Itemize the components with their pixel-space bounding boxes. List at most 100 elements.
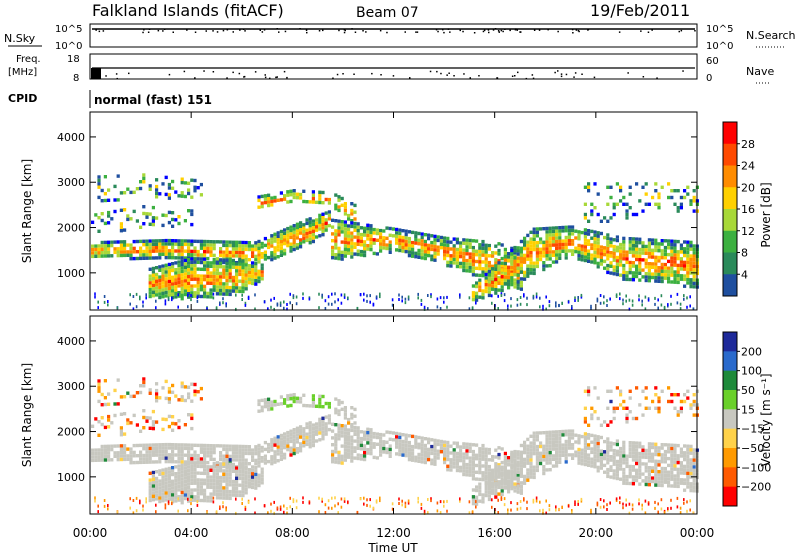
velocity-cell	[235, 451, 239, 455]
power-cell	[603, 249, 607, 253]
velocity-cell	[228, 479, 232, 484]
power-cell	[113, 240, 117, 244]
velocity-cell	[263, 447, 267, 452]
power-cell	[257, 246, 261, 250]
velocity-cell	[231, 490, 235, 494]
power-cell	[209, 240, 213, 244]
velocity-cell	[158, 469, 162, 473]
velocity-cell	[222, 505, 224, 509]
power-cell	[238, 265, 242, 270]
power-cell	[270, 199, 274, 204]
velocity-cell	[644, 386, 648, 390]
velocity-cell	[353, 432, 357, 436]
velocity-cell	[212, 468, 216, 473]
power-cell	[411, 240, 415, 245]
velocity-cell	[423, 511, 426, 515]
power-cell	[167, 269, 171, 273]
power-cell	[270, 257, 274, 262]
nave-point	[469, 77, 471, 79]
power-cell	[375, 252, 379, 256]
velocity-cell	[174, 492, 178, 496]
velocity-cell	[148, 485, 152, 489]
power-cell	[254, 241, 258, 245]
velocity-cell	[481, 477, 485, 482]
velocity-heatmap	[91, 377, 699, 515]
velocity-cell	[481, 500, 485, 504]
velocity-cell	[119, 457, 123, 462]
power-cell	[622, 274, 626, 278]
velocity-cell	[209, 499, 213, 503]
power-cell	[478, 266, 482, 271]
velocity-cell	[692, 455, 696, 459]
power-cell	[225, 285, 229, 290]
power-cell	[427, 307, 429, 311]
velocity-cell	[353, 449, 357, 453]
velocity-cell	[679, 464, 683, 468]
power-cell	[331, 225, 335, 229]
velocity-cell	[516, 477, 520, 481]
velocity-cell	[238, 490, 242, 494]
power-cell	[500, 294, 503, 297]
power-cell	[468, 259, 472, 263]
nsearch-point	[404, 31, 406, 33]
power-cell	[564, 252, 568, 257]
velocity-cell	[161, 417, 165, 421]
velocity-cell	[519, 506, 522, 510]
power-cell	[289, 189, 293, 193]
power-cell	[382, 246, 386, 250]
velocity-cell	[318, 496, 320, 500]
power-cell	[337, 208, 341, 213]
power-cell	[478, 263, 482, 267]
velocity-cell	[308, 501, 311, 505]
power-cell	[587, 259, 591, 263]
velocity-cell	[593, 386, 597, 390]
power-cell	[263, 194, 267, 198]
velocity-cell	[276, 448, 280, 453]
velocity-cell	[171, 421, 175, 426]
velocity-cell	[500, 479, 504, 483]
power-cell	[379, 295, 381, 299]
velocity-cell	[567, 439, 571, 443]
velocity-cell	[343, 448, 347, 452]
velocity-cell	[478, 447, 482, 451]
power-cell	[689, 247, 693, 251]
power-cell	[235, 282, 239, 287]
power-cell	[612, 202, 616, 206]
velocity-cell	[644, 465, 648, 470]
velocity-cell	[238, 466, 242, 470]
velocity-cell	[196, 481, 200, 485]
velocity-cell	[276, 438, 280, 442]
power-cell	[622, 195, 626, 200]
velocity-cell	[513, 485, 517, 490]
velocity-cell	[510, 483, 514, 487]
velocity-cell	[535, 458, 539, 462]
velocity-cell	[334, 460, 338, 464]
power-cell	[91, 254, 95, 259]
power-cell	[171, 249, 175, 253]
power-cell	[167, 255, 171, 260]
power-cell	[535, 264, 539, 269]
power-cell	[100, 254, 104, 258]
power-cell	[555, 301, 557, 305]
power-cell	[446, 243, 450, 247]
velocity-cell	[302, 440, 306, 445]
velocity-cell	[347, 452, 351, 456]
power-cell	[619, 256, 623, 260]
power-cell	[145, 212, 149, 216]
velocity-cell	[631, 482, 635, 486]
velocity-cell	[126, 421, 130, 426]
power-cell	[119, 240, 123, 244]
power-cell	[292, 244, 296, 248]
power-cell	[231, 262, 235, 266]
velocity-cell	[663, 470, 667, 474]
velocity-cell	[542, 511, 544, 515]
velocity-cell	[337, 430, 341, 434]
velocity-cell	[545, 458, 549, 462]
power-cell	[577, 298, 579, 302]
power-cell	[526, 243, 530, 248]
velocity-cell	[663, 477, 667, 481]
power-cell	[235, 254, 239, 258]
velocity-cell	[439, 439, 443, 444]
power-cell	[203, 274, 207, 278]
power-cell	[609, 237, 613, 241]
